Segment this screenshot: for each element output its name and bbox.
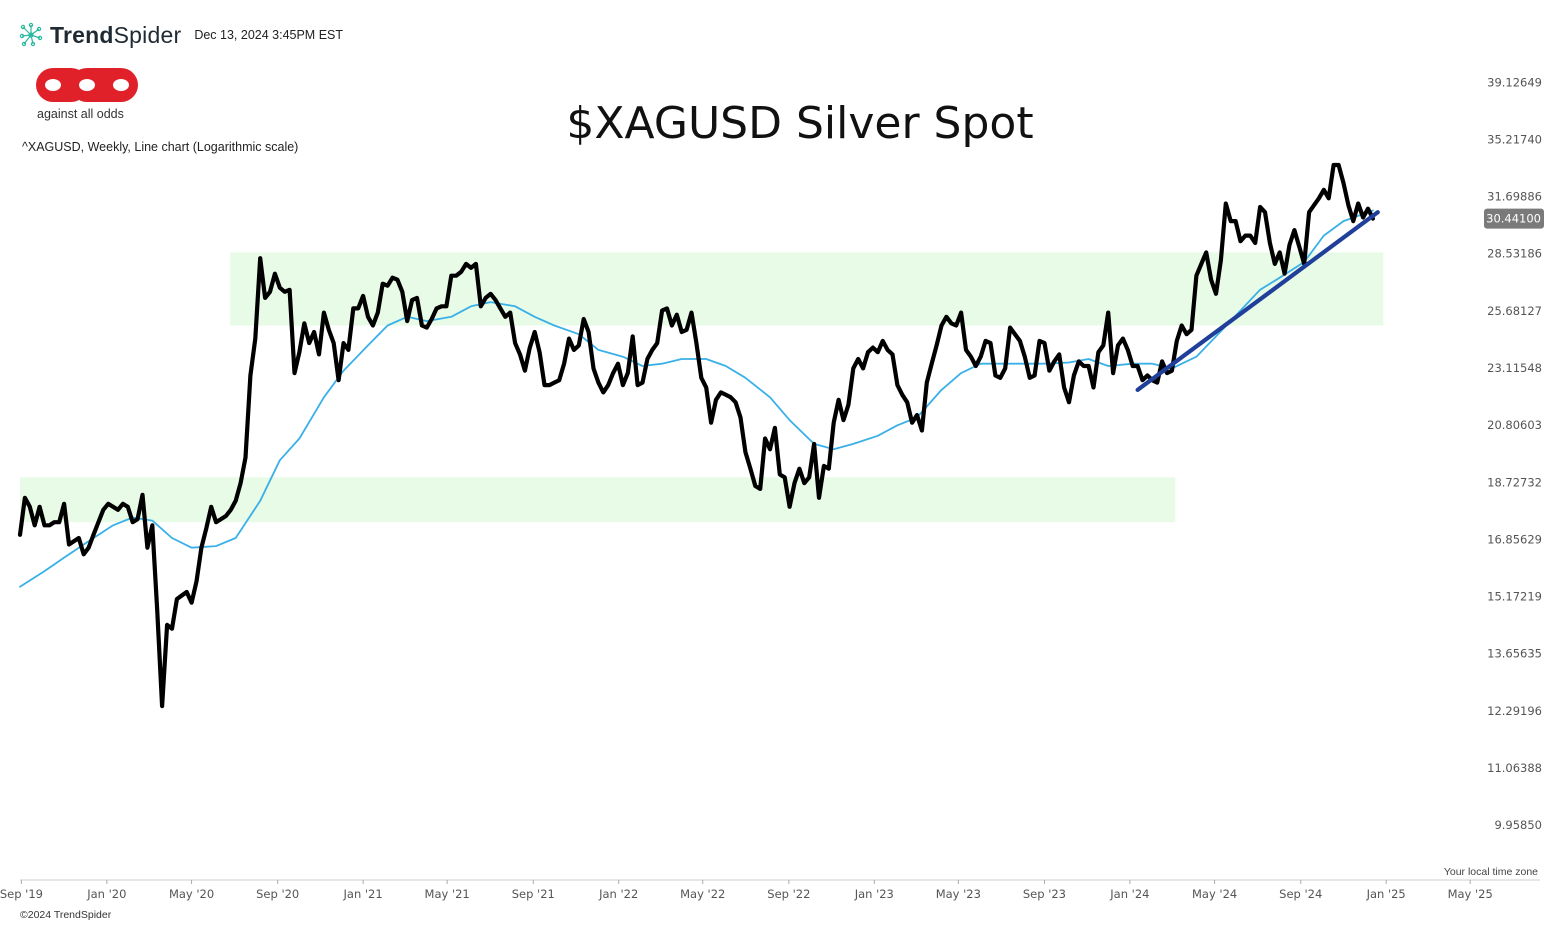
- y-tick-label: 11.06388: [1487, 761, 1542, 775]
- x-tick-label: May '21: [425, 887, 470, 901]
- x-tick-label: Jan '20: [86, 887, 126, 901]
- aao-logo: [36, 68, 138, 102]
- x-tick-label: Sep '22: [767, 887, 810, 901]
- x-tick-label: May '25: [1448, 887, 1493, 901]
- aao-tagline: against all odds: [37, 107, 124, 121]
- x-axis: Sep '19 Jan '20 May '20 Sep '20 Jan '21 May '…: [0, 879, 1540, 901]
- timezone-note: Your local time zone: [1443, 866, 1538, 878]
- x-tick-label: Jan '24: [1109, 887, 1149, 901]
- last-price-label: 30.44100: [1484, 208, 1544, 229]
- x-tick-label: Jan '22: [598, 887, 638, 901]
- y-tick-label: 9.95850: [1494, 818, 1542, 832]
- chart-title: $XAGUSD Silver Spot: [566, 98, 1034, 149]
- y-tick-label: 15.17219: [1487, 590, 1542, 604]
- chart-lines: [17, 162, 1380, 709]
- x-tick-label: Sep '19: [0, 887, 43, 901]
- header: TrendSpider Dec 13, 2024 3:45PM EST: [18, 20, 343, 50]
- x-tick-label: Sep '20: [256, 887, 299, 901]
- timestamp: Dec 13, 2024 3:45PM EST: [194, 28, 344, 42]
- y-tick-label: 16.85629: [1487, 532, 1542, 546]
- trendline: [1135, 210, 1380, 392]
- brand-name: TrendSpider: [50, 21, 182, 48]
- y-tick-label: 13.65635: [1487, 647, 1542, 661]
- y-tick-label: 18.72732: [1487, 475, 1542, 489]
- x-tick-label: Jan '25: [1366, 887, 1406, 901]
- y-tick-label: 25.68127: [1487, 304, 1542, 318]
- x-tick-label: May '20: [169, 887, 214, 901]
- chart-subtitle: ^XAGUSD, Weekly, Line chart (Logarithmic…: [22, 140, 299, 154]
- y-tick-label: 39.12649: [1487, 75, 1542, 89]
- x-tick-label: Sep '24: [1279, 887, 1322, 901]
- x-tick-label: Jan '21: [343, 887, 383, 901]
- y-tick-label: 35.21740: [1487, 132, 1542, 146]
- moving-average-line: [19, 209, 1374, 588]
- x-tick-label: May '22: [680, 887, 725, 901]
- trendspider-network-icon: [19, 22, 43, 47]
- y-tick-label: 31.69886: [1487, 190, 1542, 204]
- y-tick-label: 23.11548: [1487, 361, 1542, 375]
- trendspider-logo[interactable]: TrendSpider: [18, 22, 181, 49]
- support-resistance-zones: [20, 252, 1384, 523]
- x-tick-label: May '23: [936, 887, 981, 901]
- x-tick-label: Sep '23: [1023, 887, 1066, 901]
- y-tick-label: 20.80603: [1487, 418, 1542, 432]
- copyright: ©2024 TrendSpider: [20, 909, 112, 921]
- y-tick-label: 12.29196: [1487, 704, 1542, 718]
- x-tick-label: May '24: [1192, 887, 1237, 901]
- zone-2: [20, 477, 1176, 523]
- x-tick-label: Sep '21: [512, 887, 555, 901]
- x-tick-label: Jan '23: [854, 887, 894, 901]
- last-price-badge: [1484, 208, 1544, 229]
- price-line: [17, 162, 1375, 709]
- last-price-value: 30.44100: [1486, 212, 1541, 226]
- y-tick-label: 28.53186: [1487, 247, 1542, 261]
- y-axis: 39.12649 35.21740 31.69886 28.53186 25.68127…: [1487, 75, 1542, 832]
